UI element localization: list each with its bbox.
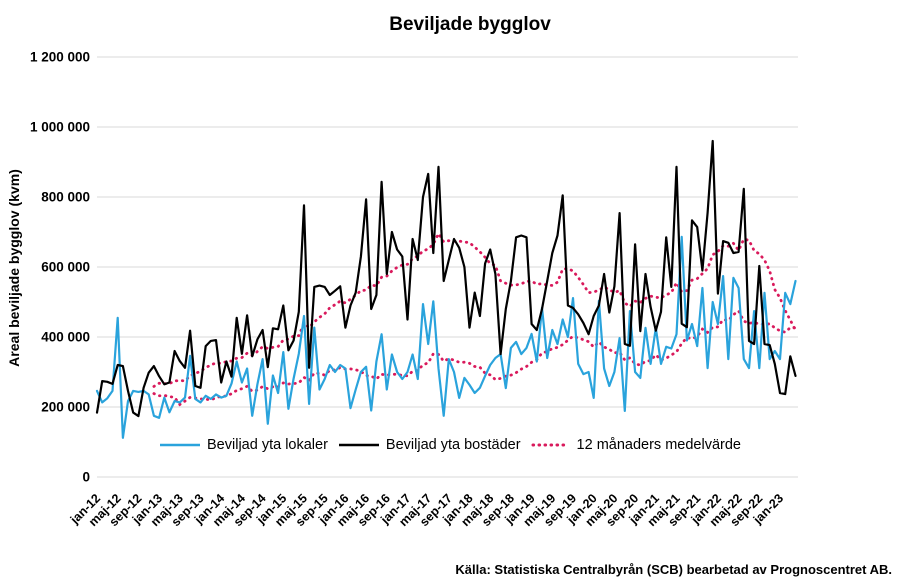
legend-item-bostader: Beviljad yta bostäder: [338, 437, 521, 453]
y-tick-label: 400 000: [41, 330, 90, 345]
legend-line-medelvarde-icon: [531, 443, 571, 447]
legend-label-medelvarde: 12 månaders medelvärde: [576, 437, 741, 453]
legend-line-bostader-icon: [338, 443, 379, 447]
average-line-bostader: [152, 230, 797, 388]
legend-item-medelvarde: 12 månaders medelvärde: [531, 437, 741, 453]
legend-item-lokaler: Beviljad yta lokaler: [159, 437, 328, 453]
chart-legend: Beviljad yta lokaler Beviljad yta bostäd…: [100, 437, 800, 453]
source-text: Källa: Statistiska Centralbyrån (SCB) be…: [455, 562, 892, 577]
legend-line-lokaler-icon: [160, 443, 201, 447]
y-tick-label: 800 000: [41, 190, 90, 205]
legend-label-bostader: Beviljad yta bostäder: [385, 437, 521, 453]
y-tick-label: 200 000: [41, 400, 90, 415]
y-axis-title: Areal beviljade bygglov (kvm): [6, 169, 22, 367]
y-tick-label: 600 000: [41, 260, 90, 275]
chart-title: Beviljade bygglov: [389, 14, 551, 35]
y-tick-label: 1 000 000: [30, 120, 90, 135]
series-line-lokaler: [95, 235, 797, 439]
legend-label-lokaler: Beviljad yta lokaler: [207, 437, 328, 453]
y-tick-label: 0: [82, 470, 90, 485]
series-line-bostader: [95, 139, 797, 418]
y-tick-label: 1 200 000: [30, 50, 90, 65]
